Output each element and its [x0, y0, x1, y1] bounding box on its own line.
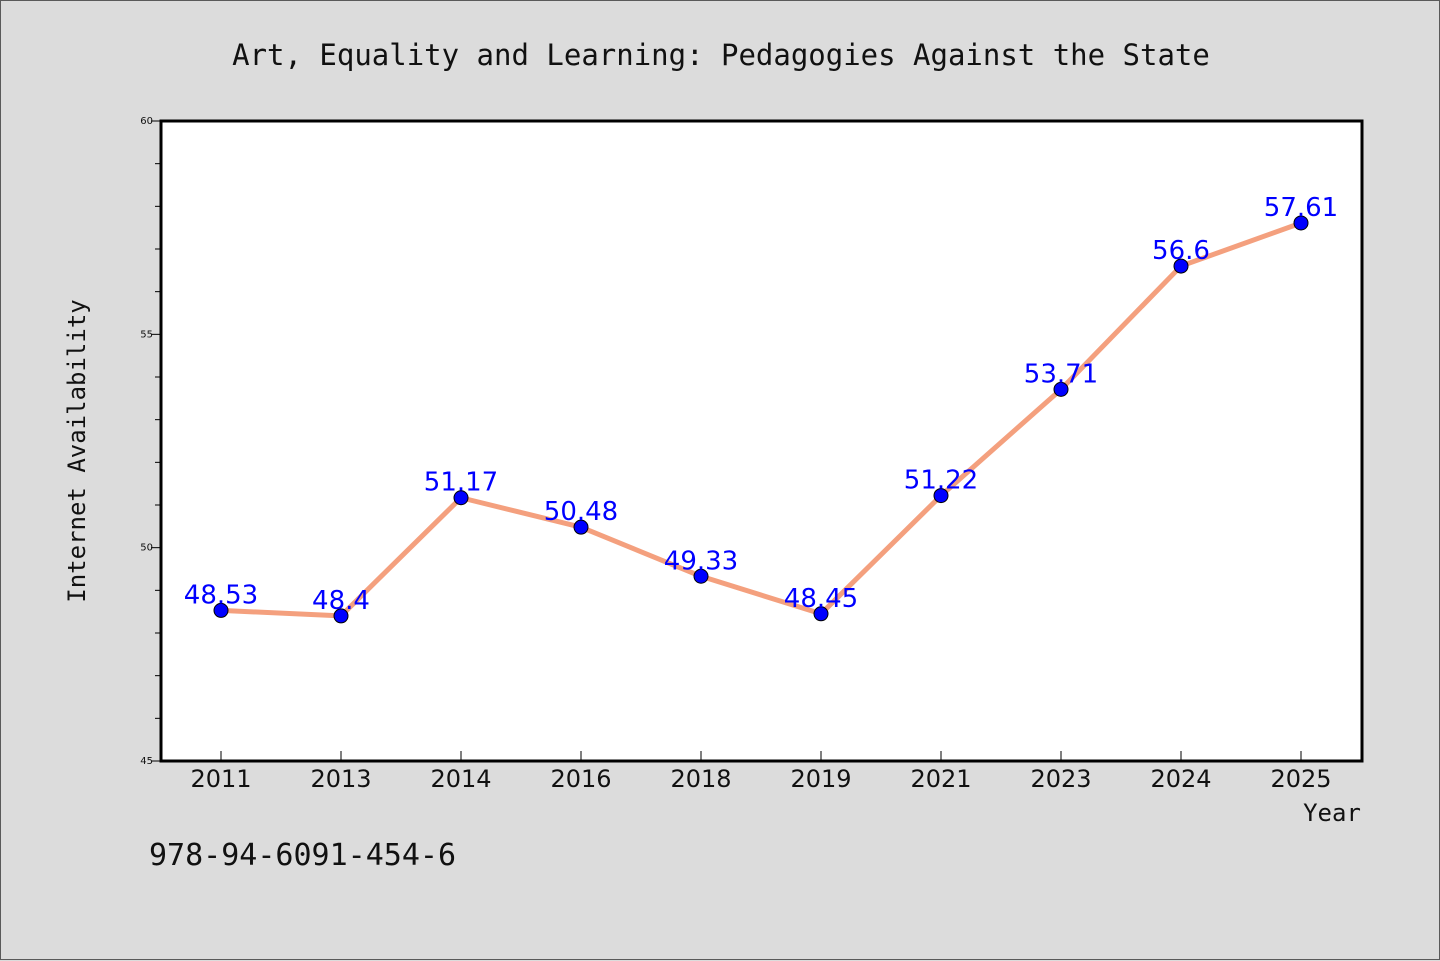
data-label: 56.6	[1152, 236, 1210, 266]
x-tick-label: 2024	[1150, 765, 1211, 793]
x-tick-label: 2011	[190, 765, 251, 793]
x-tick-label: 2023	[1030, 765, 1091, 793]
data-label: 48.4	[312, 586, 370, 616]
data-point	[213, 602, 229, 618]
data-label: 48.53	[184, 580, 258, 610]
data-point	[813, 606, 829, 622]
y-tick-label: 55	[140, 329, 153, 340]
y-axis-title: Internet Availability	[63, 299, 91, 602]
data-label: 51.22	[904, 466, 978, 496]
data-point	[933, 488, 949, 504]
y-tick-label: 60	[140, 116, 153, 127]
x-tick-label: 2021	[910, 765, 971, 793]
data-point	[1173, 258, 1189, 274]
x-tick-label: 2019	[790, 765, 851, 793]
x-tick-label: 2013	[310, 765, 371, 793]
data-markers	[213, 215, 1309, 624]
y-tick-label: 50	[140, 543, 153, 554]
x-axis: 2011 2013 2014 2016 2018 2019 2021 2023 2024 2025	[190, 751, 1332, 793]
x-tick-label: 2018	[670, 765, 731, 793]
x-tick-label: 2016	[550, 765, 611, 793]
data-label: 50.48	[544, 497, 618, 527]
data-point	[1293, 215, 1309, 231]
data-point	[333, 608, 349, 624]
x-axis-title: Year	[1303, 799, 1361, 827]
data-point	[573, 519, 589, 535]
data-label: 53.71	[1024, 359, 1098, 389]
data-label: 49.33	[664, 546, 738, 576]
series-line	[218, 220, 1304, 619]
data-point	[693, 568, 709, 584]
data-labels: 48.53 48.4 51.17 50.48 49.33 48.45 51.22 53.71 5…	[184, 193, 1338, 616]
y-axis: 45 50 55 60	[140, 116, 161, 767]
x-tick-label: 2025	[1270, 765, 1331, 793]
data-point	[1053, 381, 1069, 397]
chart-title: Art, Equality and Learning: Pedagogies A…	[232, 38, 1210, 72]
y-tick-label: 45	[140, 756, 153, 767]
data-point	[453, 490, 469, 506]
x-tick-label: 2014	[430, 765, 491, 793]
data-label: 57.61	[1264, 193, 1338, 223]
plot-area	[159, 119, 1364, 763]
data-label: 51.17	[424, 468, 498, 498]
data-label: 48.45	[784, 584, 858, 614]
isbn-text: 978-94-6091-454-6	[149, 838, 456, 873]
